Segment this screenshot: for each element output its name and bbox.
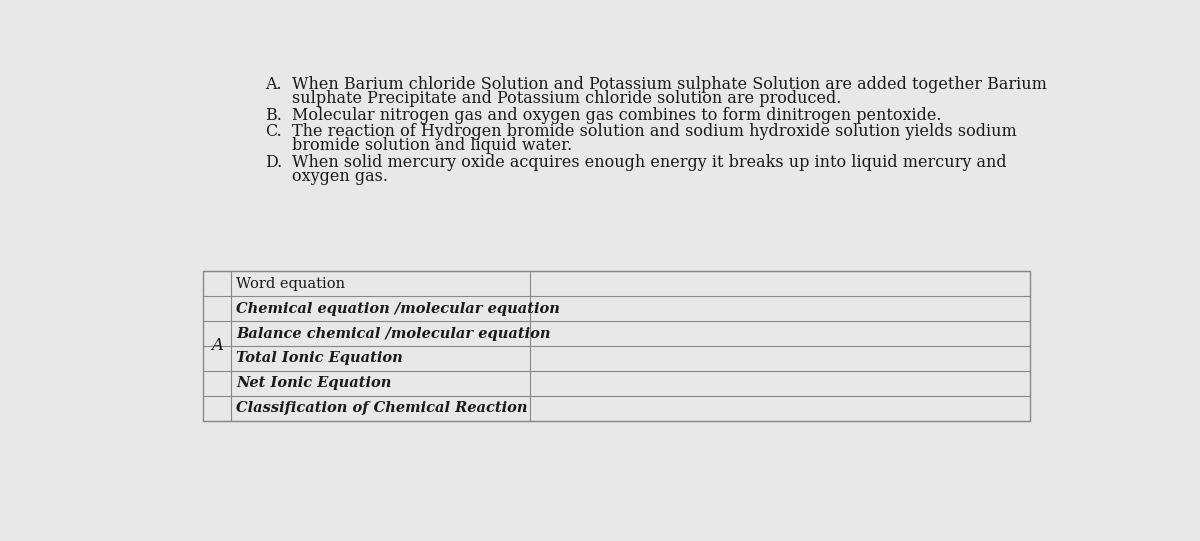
Text: When Barium chloride Solution and Potassium sulphate Solution are added together: When Barium chloride Solution and Potass…	[292, 76, 1046, 93]
Text: Total Ionic Equation: Total Ionic Equation	[236, 352, 403, 365]
Text: bromide solution and liquid water.: bromide solution and liquid water.	[292, 137, 572, 154]
Text: C.: C.	[265, 123, 282, 141]
Text: Balance chemical /molecular equation: Balance chemical /molecular equation	[236, 327, 551, 340]
Text: A.: A.	[265, 76, 281, 93]
Text: oxygen gas.: oxygen gas.	[292, 168, 388, 185]
Text: B.: B.	[265, 107, 282, 124]
Text: sulphate Precipitate and Potassium chloride solution are produced.: sulphate Precipitate and Potassium chlor…	[292, 90, 841, 107]
Text: Net Ionic Equation: Net Ionic Equation	[236, 377, 391, 390]
Text: Molecular nitrogen gas and oxygen gas combines to form dinitrogen pentoxide.: Molecular nitrogen gas and oxygen gas co…	[292, 107, 941, 124]
Text: Word equation: Word equation	[236, 277, 346, 291]
Text: The reaction of Hydrogen bromide solution and sodium hydroxide solution yields s: The reaction of Hydrogen bromide solutio…	[292, 123, 1016, 141]
Text: Chemical equation /molecular equation: Chemical equation /molecular equation	[236, 302, 560, 315]
Text: A: A	[211, 338, 223, 354]
Text: When solid mercury oxide acquires enough energy it breaks up into liquid mercury: When solid mercury oxide acquires enough…	[292, 154, 1007, 171]
Bar	[203, 271, 1030, 421]
Text: Classification of Chemical Reaction: Classification of Chemical Reaction	[236, 401, 528, 415]
Text: D.: D.	[265, 154, 282, 171]
